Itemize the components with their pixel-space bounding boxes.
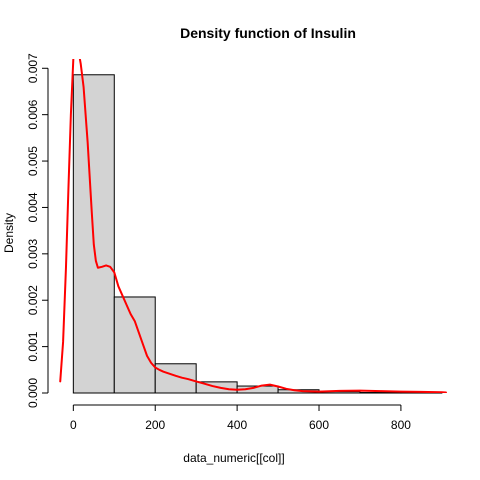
x-tick-label: 200 (145, 418, 165, 432)
x-axis: 0 200 400 600 800 (70, 404, 411, 432)
y-tick-label: 0.004 (26, 192, 40, 222)
histogram-bar-2 (113, 296, 156, 394)
x-tick-label: 0 (70, 418, 77, 432)
y-tick-label: 0.007 (26, 53, 40, 83)
y-tick-label: 0.002 (26, 285, 40, 315)
y-tick-label: 0.006 (26, 99, 40, 129)
chart-title: Density function of Insulin (180, 25, 356, 41)
histogram-bar-3 (154, 363, 197, 394)
y-tick-label: 0.000 (26, 378, 40, 408)
x-axis-label: data_numeric[[col]] (183, 451, 284, 465)
x-tick-label: 400 (227, 418, 247, 432)
density-line (59, 59, 447, 393)
density-curve (59, 59, 447, 393)
y-tick-label: 0.001 (26, 331, 40, 361)
histogram-bar-8 (359, 392, 402, 394)
x-tick-label: 600 (309, 418, 329, 432)
y-tick-label: 0.005 (26, 146, 40, 176)
x-tick-label: 800 (391, 418, 411, 432)
y-tick-label: 0.003 (26, 238, 40, 268)
y-axis: 0.000 0.001 0.002 0.003 0.004 0.005 0.006 0.007 (26, 53, 49, 408)
y-axis-label: Density (2, 213, 16, 253)
